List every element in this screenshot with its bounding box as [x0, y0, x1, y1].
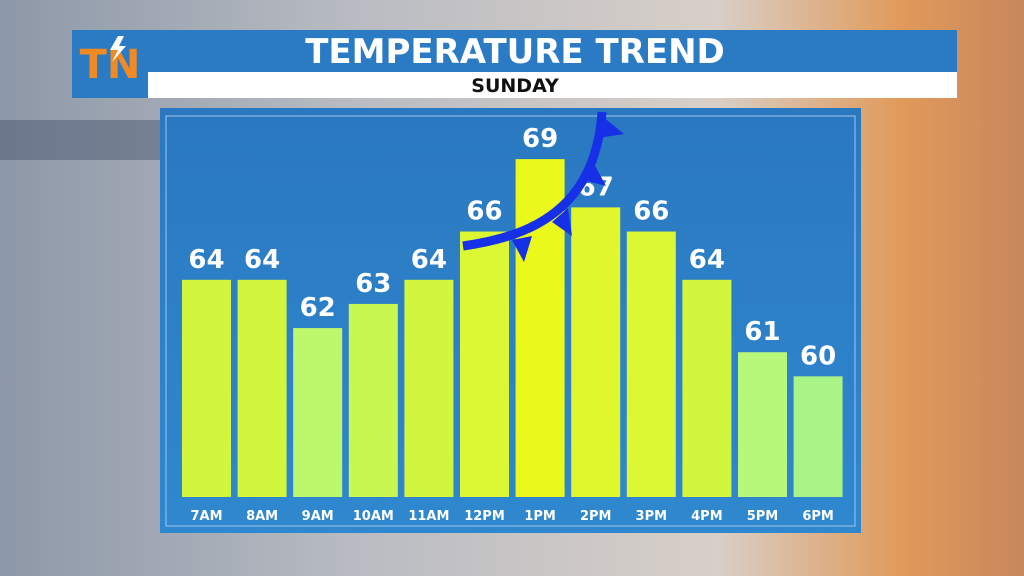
value-label: 69	[522, 124, 558, 154]
bar	[348, 303, 398, 497]
bar	[571, 207, 621, 497]
x-tick-label: 12PM	[464, 509, 505, 524]
x-tick-label: 11AM	[408, 509, 449, 524]
chart-title: TEMPERATURE TREND	[305, 32, 725, 72]
bar	[793, 376, 843, 497]
cold-front	[462, 111, 624, 262]
chart-subtitle: SUNDAY	[471, 75, 559, 97]
value-label: 62	[300, 293, 336, 323]
value-label: 60	[800, 341, 836, 371]
value-label: 66	[633, 197, 669, 227]
x-tick-label: 10AM	[353, 509, 394, 524]
x-tick-label: 4PM	[691, 509, 723, 524]
value-label: 64	[244, 245, 280, 275]
bar	[626, 231, 676, 498]
logo-bolt	[110, 36, 126, 62]
x-tick-label: 9AM	[302, 509, 334, 524]
x-tick-label: 5PM	[747, 509, 779, 524]
x-tick-label: 1PM	[524, 509, 556, 524]
x-tick-label: 8AM	[246, 509, 278, 524]
bar	[682, 279, 732, 497]
x-tick-label: 6PM	[802, 509, 834, 524]
value-label: 63	[355, 269, 391, 299]
value-label: 66	[466, 197, 502, 227]
x-tick-label: 3PM	[636, 509, 668, 524]
bar	[460, 231, 509, 498]
bar	[237, 279, 287, 497]
bar	[738, 352, 787, 497]
bar	[404, 279, 454, 497]
subtitle-bar	[148, 72, 957, 98]
x-tick-label: 7AM	[190, 509, 222, 524]
cloud-band	[0, 120, 160, 160]
panel-frame	[165, 115, 856, 527]
value-label: 64	[188, 245, 224, 275]
value-label: 64	[689, 245, 725, 275]
value-label: 61	[744, 317, 780, 347]
x-tick-label: 2PM	[580, 509, 612, 524]
header-bar	[72, 30, 957, 72]
logo-box	[72, 30, 148, 98]
logo: TN	[80, 42, 141, 88]
bar	[182, 279, 231, 497]
bar	[293, 328, 343, 497]
value-label: 64	[411, 245, 447, 275]
